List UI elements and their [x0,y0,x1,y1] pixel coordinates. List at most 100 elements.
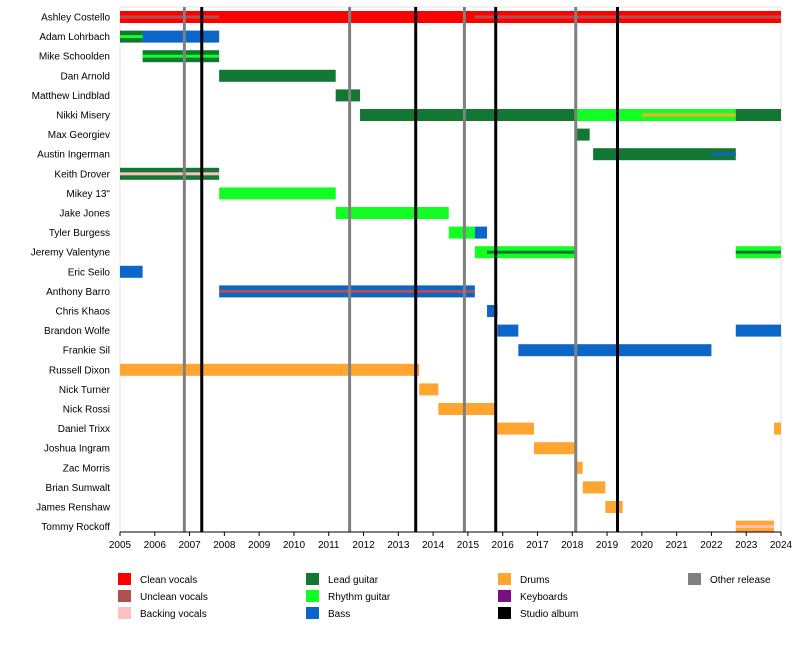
legend-item-other: Other release [688,573,771,586]
role-bar-bass [518,344,712,357]
role-bar-drums [419,383,439,396]
role-bar-drums [438,403,496,415]
x-tick-label: 2017 [526,540,549,551]
legend-swatch [306,607,319,619]
member-name-label: Tyler Burgess [49,228,110,239]
x-tick-label: 2008 [213,540,236,551]
role-bar-lead [335,89,361,102]
member-row [575,128,590,141]
member-name-label: Brandon Wolfe [44,326,110,337]
member-name-label: Nikki Misery [56,111,110,122]
legend-label: Drums [520,575,549,586]
member-row [582,481,606,494]
member-name-label: James Renshaw [36,503,111,514]
member-row [120,265,143,278]
role-stripe-bass [711,152,736,156]
role-stripe-bass [474,231,488,235]
member-row [533,442,576,455]
member-row [219,285,475,298]
member-name-label: Adam Lohrbach [39,32,110,43]
member-row [495,422,781,435]
legend-item-lead: Lead guitar [306,573,379,586]
member-name-label: Nick Turner [59,385,111,396]
role-stripe-unclean [120,15,220,19]
role-stripe-backing [120,172,220,176]
x-tick-label: 2015 [457,540,480,551]
role-bar-rhythm [335,207,449,219]
role-bar-clean [120,11,781,23]
legend-item-studio: Studio album [498,607,578,620]
x-axis: 2005 2006 2007 2008 2009 2010 2011 2012 2013 2014… [109,531,793,551]
x-tick-label: 2011 [318,540,340,551]
legend-label: Backing vocals [140,609,207,620]
role-bar-drums [575,461,583,474]
role-bar-drums [605,501,623,513]
role-stripe-rhythm [142,54,220,58]
role-bar-bass [735,324,781,337]
x-tick-label: 2012 [352,540,375,551]
member-name-label: Chris Khaos [56,307,110,318]
member-row [419,383,439,396]
role-stripe-backing [735,525,775,529]
member-name-label: Matthew Lindblad [32,91,110,102]
member-row [219,187,336,200]
legend-label: Keyboards [520,592,568,603]
role-stripe-unclean [474,15,781,19]
plot-background [119,6,782,533]
member-row [335,89,361,102]
legend-swatch [498,607,511,619]
member-name-label: Tommy Rockoff [41,522,110,533]
member-row [605,501,623,513]
member-row [335,207,449,219]
member-name-label: Daniel Trixx [58,424,110,435]
member-name-label: Nick Rossi [63,405,110,416]
x-tick-label: 2018 [561,540,584,551]
legend-swatch [498,573,511,585]
legend-swatch [306,590,319,602]
member-name-label: Keith Drover [54,169,110,180]
member-labels: Ashley Costello Adam Lohrbach Mike Schoold… [31,13,111,534]
role-bar-rhythm [448,226,475,239]
role-bar-lead [575,128,590,141]
role-bar-lead [593,148,736,161]
legend-swatch [688,573,701,585]
x-tick-label: 2005 [109,540,132,551]
legend-item-keys: Keyboards [498,590,568,603]
x-tick-label: 2009 [248,540,271,551]
legend-item-clean: Clean vocals [118,573,197,586]
legend-label: Rhythm guitar [328,592,391,603]
x-tick-label: 2024 [770,540,793,551]
member-name-label: Frankie Sil [63,346,110,357]
member-name-label: Zac Morris [63,463,110,474]
member-name-label: Austin Ingerman [37,150,110,161]
member-row [360,109,781,121]
legend-label: Studio album [520,609,578,620]
member-row [448,226,488,239]
member-row [219,69,336,82]
member-name-label: Max Georgiev [48,130,110,141]
member-row [474,246,781,259]
x-tick-label: 2023 [735,540,758,551]
legend-swatch [118,573,131,585]
x-tick-label: 2021 [666,540,689,551]
legend-swatch [306,573,319,585]
member-name-label: Jeremy Valentyne [31,248,111,259]
role-bar-bass [120,265,143,278]
x-tick-label: 2006 [144,540,167,551]
member-row [120,167,220,180]
x-tick-label: 2020 [631,540,654,551]
legend-item-backing: Backing vocals [118,607,207,620]
role-stripe-lead [487,250,576,254]
role-bar-drums [120,363,420,376]
member-name-label: Russell Dixon [49,365,110,376]
x-tick-label: 2010 [283,540,306,551]
legend-item-unclean: Unclean vocals [118,590,208,603]
role-stripe-drums [641,113,736,117]
role-bar-drums [774,422,781,435]
x-tick-label: 2014 [422,540,445,551]
role-stripe-lead [735,250,781,254]
x-tick-label: 2019 [596,540,619,551]
member-row [487,305,498,317]
legend-item-drums: Drums [498,573,549,586]
role-bar-drums [582,481,606,494]
